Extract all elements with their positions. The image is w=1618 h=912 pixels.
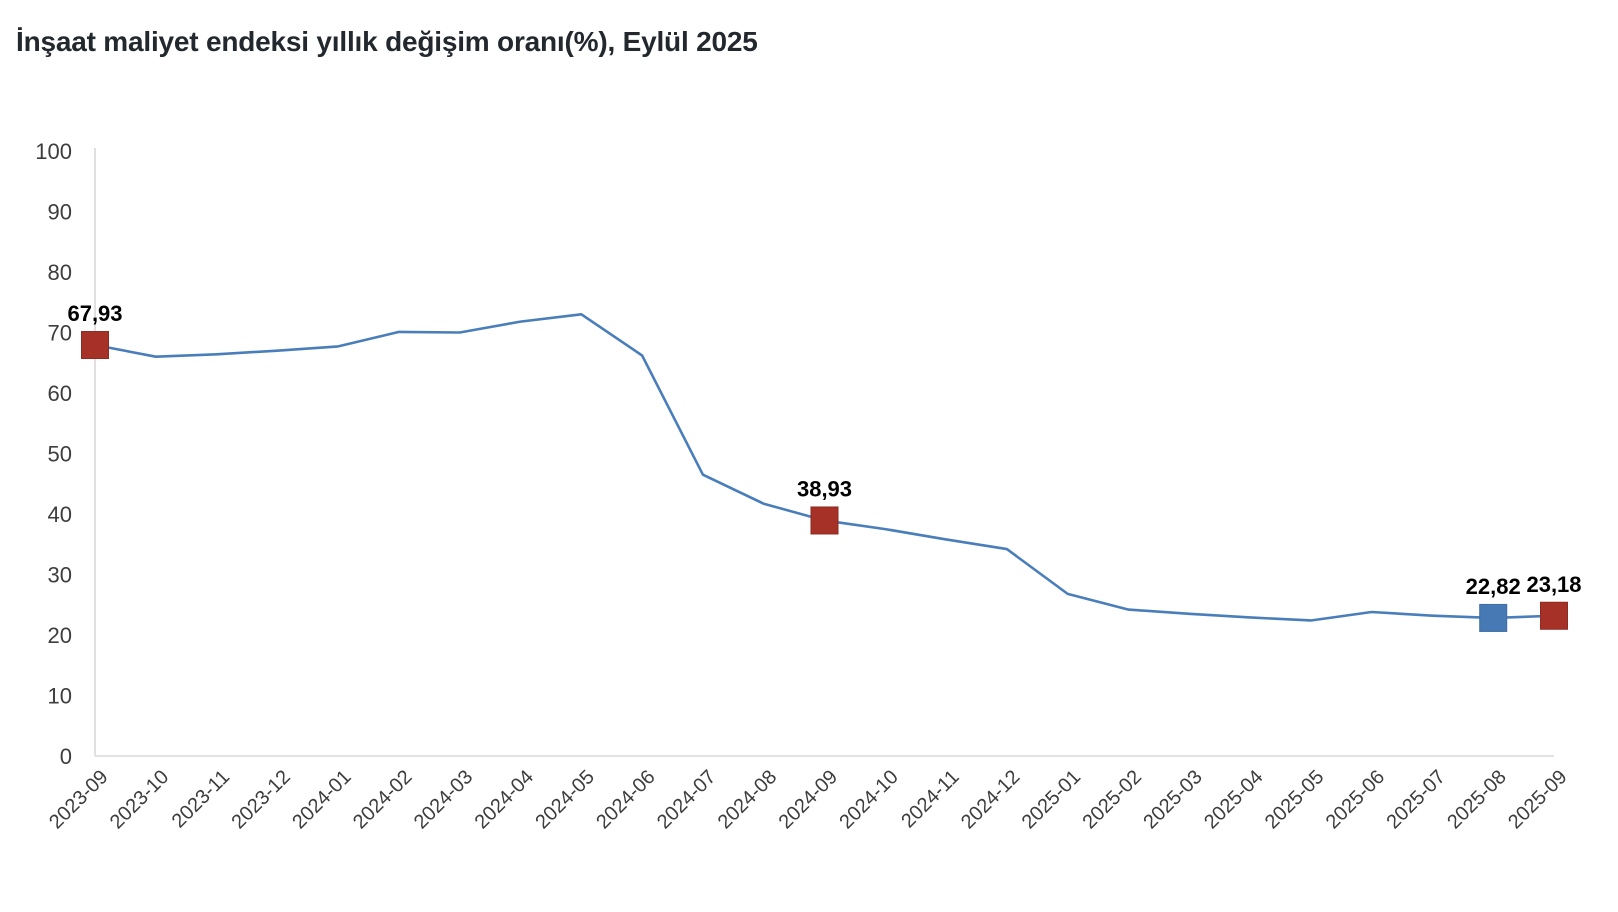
point-labels: 67,93 38,93 22,82 23,18 bbox=[67, 301, 1581, 599]
chart-title: İnşaat maliyet endeksi yıllık değişim or… bbox=[16, 26, 758, 57]
x-axis-tick-label: 2025-05 bbox=[1261, 766, 1328, 833]
x-axis-tick-label: 2025-07 bbox=[1382, 766, 1449, 833]
x-axis-tick-label: 2025-02 bbox=[1079, 766, 1146, 833]
x-axis-tick-label: 2024-11 bbox=[897, 766, 963, 832]
y-axis-tick-label: 50 bbox=[48, 442, 72, 467]
x-axis-tick-label: 2024-10 bbox=[835, 766, 902, 833]
x-axis-tick-label: 2025-01 bbox=[1018, 766, 1085, 833]
trend-line bbox=[93, 313, 1556, 622]
x-axis-tick-label: 2024-06 bbox=[592, 766, 659, 833]
x-axis-tick-label: 2023-09 bbox=[45, 766, 112, 833]
x-axis-tick-label: 2024-07 bbox=[653, 766, 720, 833]
x-axis-tick-label: 2024-09 bbox=[775, 766, 842, 833]
marker-2024-09 bbox=[810, 506, 839, 535]
x-axis-tick-label: 2025-04 bbox=[1200, 766, 1267, 833]
marker-2023-09 bbox=[81, 331, 109, 360]
y-axis-tick-label: 90 bbox=[48, 200, 72, 225]
x-axis-tick-label: 2024-12 bbox=[957, 766, 1024, 833]
x-axis-tick-label: 2024-01 bbox=[288, 766, 355, 833]
x-axis-tick-label: 2023-10 bbox=[106, 766, 173, 833]
x-axis-tick-label: 2023-11 bbox=[168, 766, 234, 832]
x-axis-tick-label: 2024-04 bbox=[471, 766, 538, 833]
y-axis-tick-label: 30 bbox=[48, 563, 72, 588]
x-axis: 2023-092023-102023-112023-122024-012024-… bbox=[45, 766, 1571, 833]
x-axis-tick-label: 2025-06 bbox=[1322, 766, 1389, 833]
y-axis-tick-label: 0 bbox=[60, 744, 72, 769]
point-value-label-2025-09: 23,18 bbox=[1526, 572, 1581, 597]
y-axis-tick-label: 40 bbox=[48, 502, 72, 527]
axis-lines bbox=[94, 148, 1554, 757]
y-axis-tick-label: 10 bbox=[48, 684, 72, 709]
series bbox=[93, 313, 1556, 622]
y-axis-tick-label: 80 bbox=[48, 260, 72, 285]
highlight-markers bbox=[81, 331, 1568, 632]
x-axis-tick-label: 2025-09 bbox=[1504, 766, 1571, 833]
y-axis: 0 10 20 30 40 50 60 70 80 90 100 bbox=[35, 139, 72, 769]
x-axis-tick-label: 2025-03 bbox=[1139, 766, 1206, 833]
x-axis-tick-label: 2025-08 bbox=[1443, 766, 1510, 833]
point-value-label-2024-09: 38,93 bbox=[797, 476, 852, 501]
y-axis-tick-label: 100 bbox=[35, 139, 72, 164]
point-value-label-2025-08: 22,82 bbox=[1466, 574, 1521, 599]
marker-2025-09 bbox=[1540, 601, 1568, 630]
x-axis-tick-label: 2024-08 bbox=[714, 766, 781, 833]
x-axis-tick-label: 2024-03 bbox=[410, 766, 477, 833]
marker-2025-08 bbox=[1479, 603, 1508, 632]
y-axis-tick-label: 60 bbox=[48, 381, 72, 406]
x-axis-tick-label: 2023-12 bbox=[227, 766, 294, 833]
x-axis-tick-label: 2024-02 bbox=[349, 766, 416, 833]
point-value-label-2023-09: 67,93 bbox=[67, 301, 122, 326]
y-axis-tick-label: 20 bbox=[48, 623, 72, 648]
y-axis-tick-label: 70 bbox=[48, 321, 72, 346]
x-axis-tick-label: 2024-05 bbox=[531, 766, 598, 833]
